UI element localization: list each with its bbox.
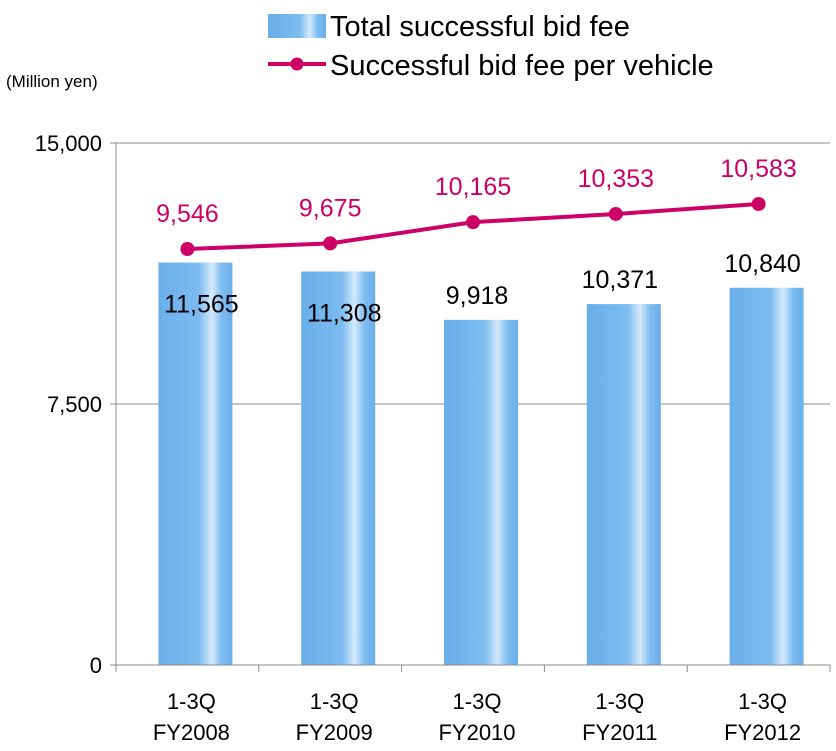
line-data-label: 9,546	[156, 200, 219, 228]
bar-data-label: 9,918	[446, 282, 509, 310]
bar-data-label: 10,371	[582, 266, 658, 294]
bar-data-label: 11,308	[307, 299, 382, 327]
x-tick-label: FY2011	[582, 720, 657, 745]
bar	[301, 271, 376, 665]
line-marker	[180, 242, 195, 256]
legend: Total successful bid fee Successful bid …	[268, 11, 714, 82]
y-tick-label: 7,500	[47, 392, 102, 417]
x-tick-label: 1-3Q	[453, 689, 502, 714]
legend-label-line: Successful bid fee per vehicle	[330, 50, 714, 82]
x-tick-label: 1-3Q	[310, 689, 359, 714]
line-marker	[323, 236, 338, 251]
bar	[729, 287, 804, 665]
x-tick-label: FY2009	[296, 720, 373, 745]
x-tick-label: 1-3Q	[167, 689, 216, 714]
line-marker	[466, 215, 480, 230]
line-marker	[751, 197, 766, 211]
x-axis-ticks: 1-3Q FY2008 1-3Q FY2009 1-3Q FY2010 1-3Q FY2011…	[153, 689, 801, 745]
y-axis-unit-label: (Million yen)	[6, 72, 98, 91]
bar	[586, 304, 661, 665]
bar-data-labels: 11,565 11,308 9,918 10,371 10,840	[164, 250, 801, 328]
bar-data-label: 11,565	[164, 291, 239, 319]
axes	[110, 142, 831, 672]
line-data-labels: 9,546 9,675 10,165 10,353 10,583	[156, 155, 797, 228]
x-tick-label: 1-3Q	[595, 689, 644, 714]
legend-swatch-bar	[268, 14, 326, 38]
y-tick-label: 15,000	[35, 131, 102, 156]
line-data-label: 10,353	[578, 165, 654, 193]
legend-label-bar: Total successful bid fee	[330, 11, 630, 43]
line-marker	[608, 206, 623, 221]
x-tick-label: 1-3Q	[738, 689, 787, 714]
bar-series	[158, 262, 804, 665]
legend-swatch-marker	[290, 57, 304, 71]
line-data-label: 9,675	[299, 194, 362, 222]
x-tick-label: FY2008	[153, 720, 230, 745]
bar-data-label: 10,840	[724, 250, 800, 278]
line-series	[180, 197, 766, 256]
line-data-label: 10,583	[720, 155, 796, 183]
x-tick-label: FY2012	[724, 720, 801, 745]
bar	[444, 319, 518, 665]
y-axis-ticks: 0 7,500 15,000	[35, 131, 102, 678]
y-tick-label: 0	[90, 653, 102, 678]
line-data-label: 10,165	[435, 173, 511, 201]
bar	[158, 262, 233, 665]
x-tick-label: FY2010	[438, 720, 515, 745]
